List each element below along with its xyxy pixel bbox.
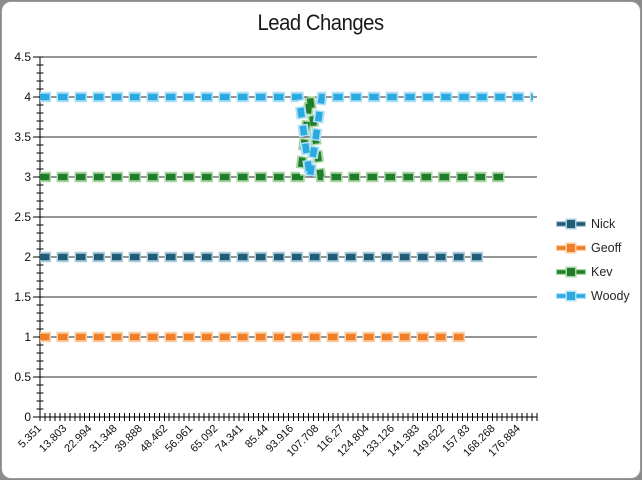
legend-swatch-woody-icon	[556, 290, 586, 302]
x-tick-label: 65.092	[188, 423, 220, 455]
x-tick-label: 31.348	[87, 423, 119, 455]
chart-legend: Nick Geoff Kev Woody	[555, 212, 630, 308]
axes	[33, 56, 538, 421]
legend-swatch-nick-icon	[556, 218, 586, 230]
y-tick-label: 3	[24, 170, 31, 184]
y-tick-label: 2	[24, 250, 31, 264]
chart-title: Lead Changes	[0, 10, 642, 36]
legend-item-woody: Woody	[555, 284, 630, 308]
x-tick-label: 74.341	[213, 423, 245, 455]
legend-label: Woody	[591, 289, 630, 303]
legend-label: Geoff	[591, 241, 622, 255]
x-tick-labels: 5.35113.80322.99431.34839.88848.46256.96…	[16, 423, 523, 460]
y-tick-label: 0	[24, 410, 31, 424]
x-tick-label: 39.888	[113, 423, 145, 455]
gridlines	[40, 56, 537, 378]
y-tick-label: 0.5	[14, 370, 31, 384]
y-tick-labels: 0 0.5 1 1.5 2 2.5 3 3.5 4 4.5	[14, 50, 31, 424]
legend-label: Nick	[591, 217, 616, 231]
series-line-woody	[40, 93, 534, 178]
chart-title-text: Lead Changes	[257, 10, 385, 35]
legend-item-nick: Nick	[555, 212, 630, 236]
x-tick-label: 22.994	[62, 423, 94, 455]
legend-item-geoff: Geoff	[555, 236, 630, 260]
legend-item-kev: Kev	[555, 260, 630, 284]
legend-swatch-kev-icon	[556, 266, 586, 278]
series-kev	[40, 96, 510, 183]
series-halo-kev	[40, 96, 510, 183]
y-tick-label: 1.5	[14, 290, 31, 304]
y-tick-label: 4	[24, 90, 31, 104]
y-tick-label: 1	[24, 330, 31, 344]
series-woody	[40, 91, 534, 178]
legend-swatch-geoff-icon	[556, 242, 586, 254]
y-tick-label: 3.5	[14, 130, 31, 144]
y-tick-label: 4.5	[14, 50, 31, 64]
y-tick-label: 2.5	[14, 210, 31, 224]
legend-label: Kev	[591, 265, 613, 279]
